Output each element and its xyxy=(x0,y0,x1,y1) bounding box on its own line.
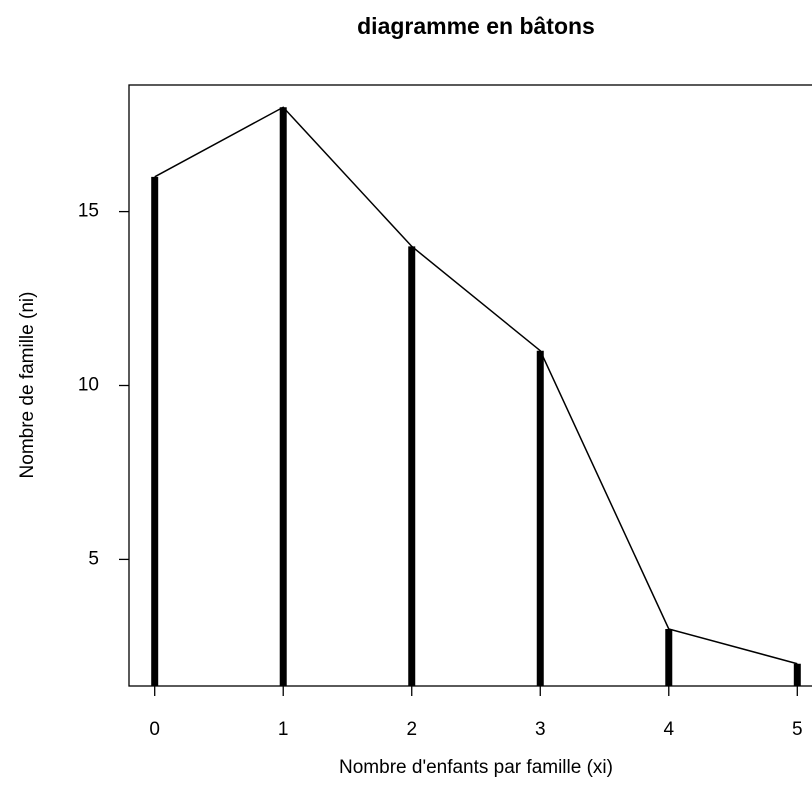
x-tick-label: 1 xyxy=(278,719,289,740)
x-tick-label: 5 xyxy=(792,719,803,740)
connecting-line xyxy=(154,106,798,665)
y-axis-label: Nombre de famille (ni) xyxy=(17,292,38,479)
x-tick-label: 3 xyxy=(535,719,546,740)
chart-title: diagramme en bâtons xyxy=(357,13,595,39)
y-tick-label: 15 xyxy=(78,201,99,222)
x-tick-label: 4 xyxy=(663,719,674,740)
plot-frame xyxy=(128,84,812,687)
x-tick-label: 0 xyxy=(149,719,160,740)
x-axis-label: Nombre d'enfants par famille (xi) xyxy=(339,757,613,778)
x-tick-label: 2 xyxy=(406,719,417,740)
y-tick-label: 5 xyxy=(88,548,99,569)
y-tick-label: 10 xyxy=(78,375,99,396)
